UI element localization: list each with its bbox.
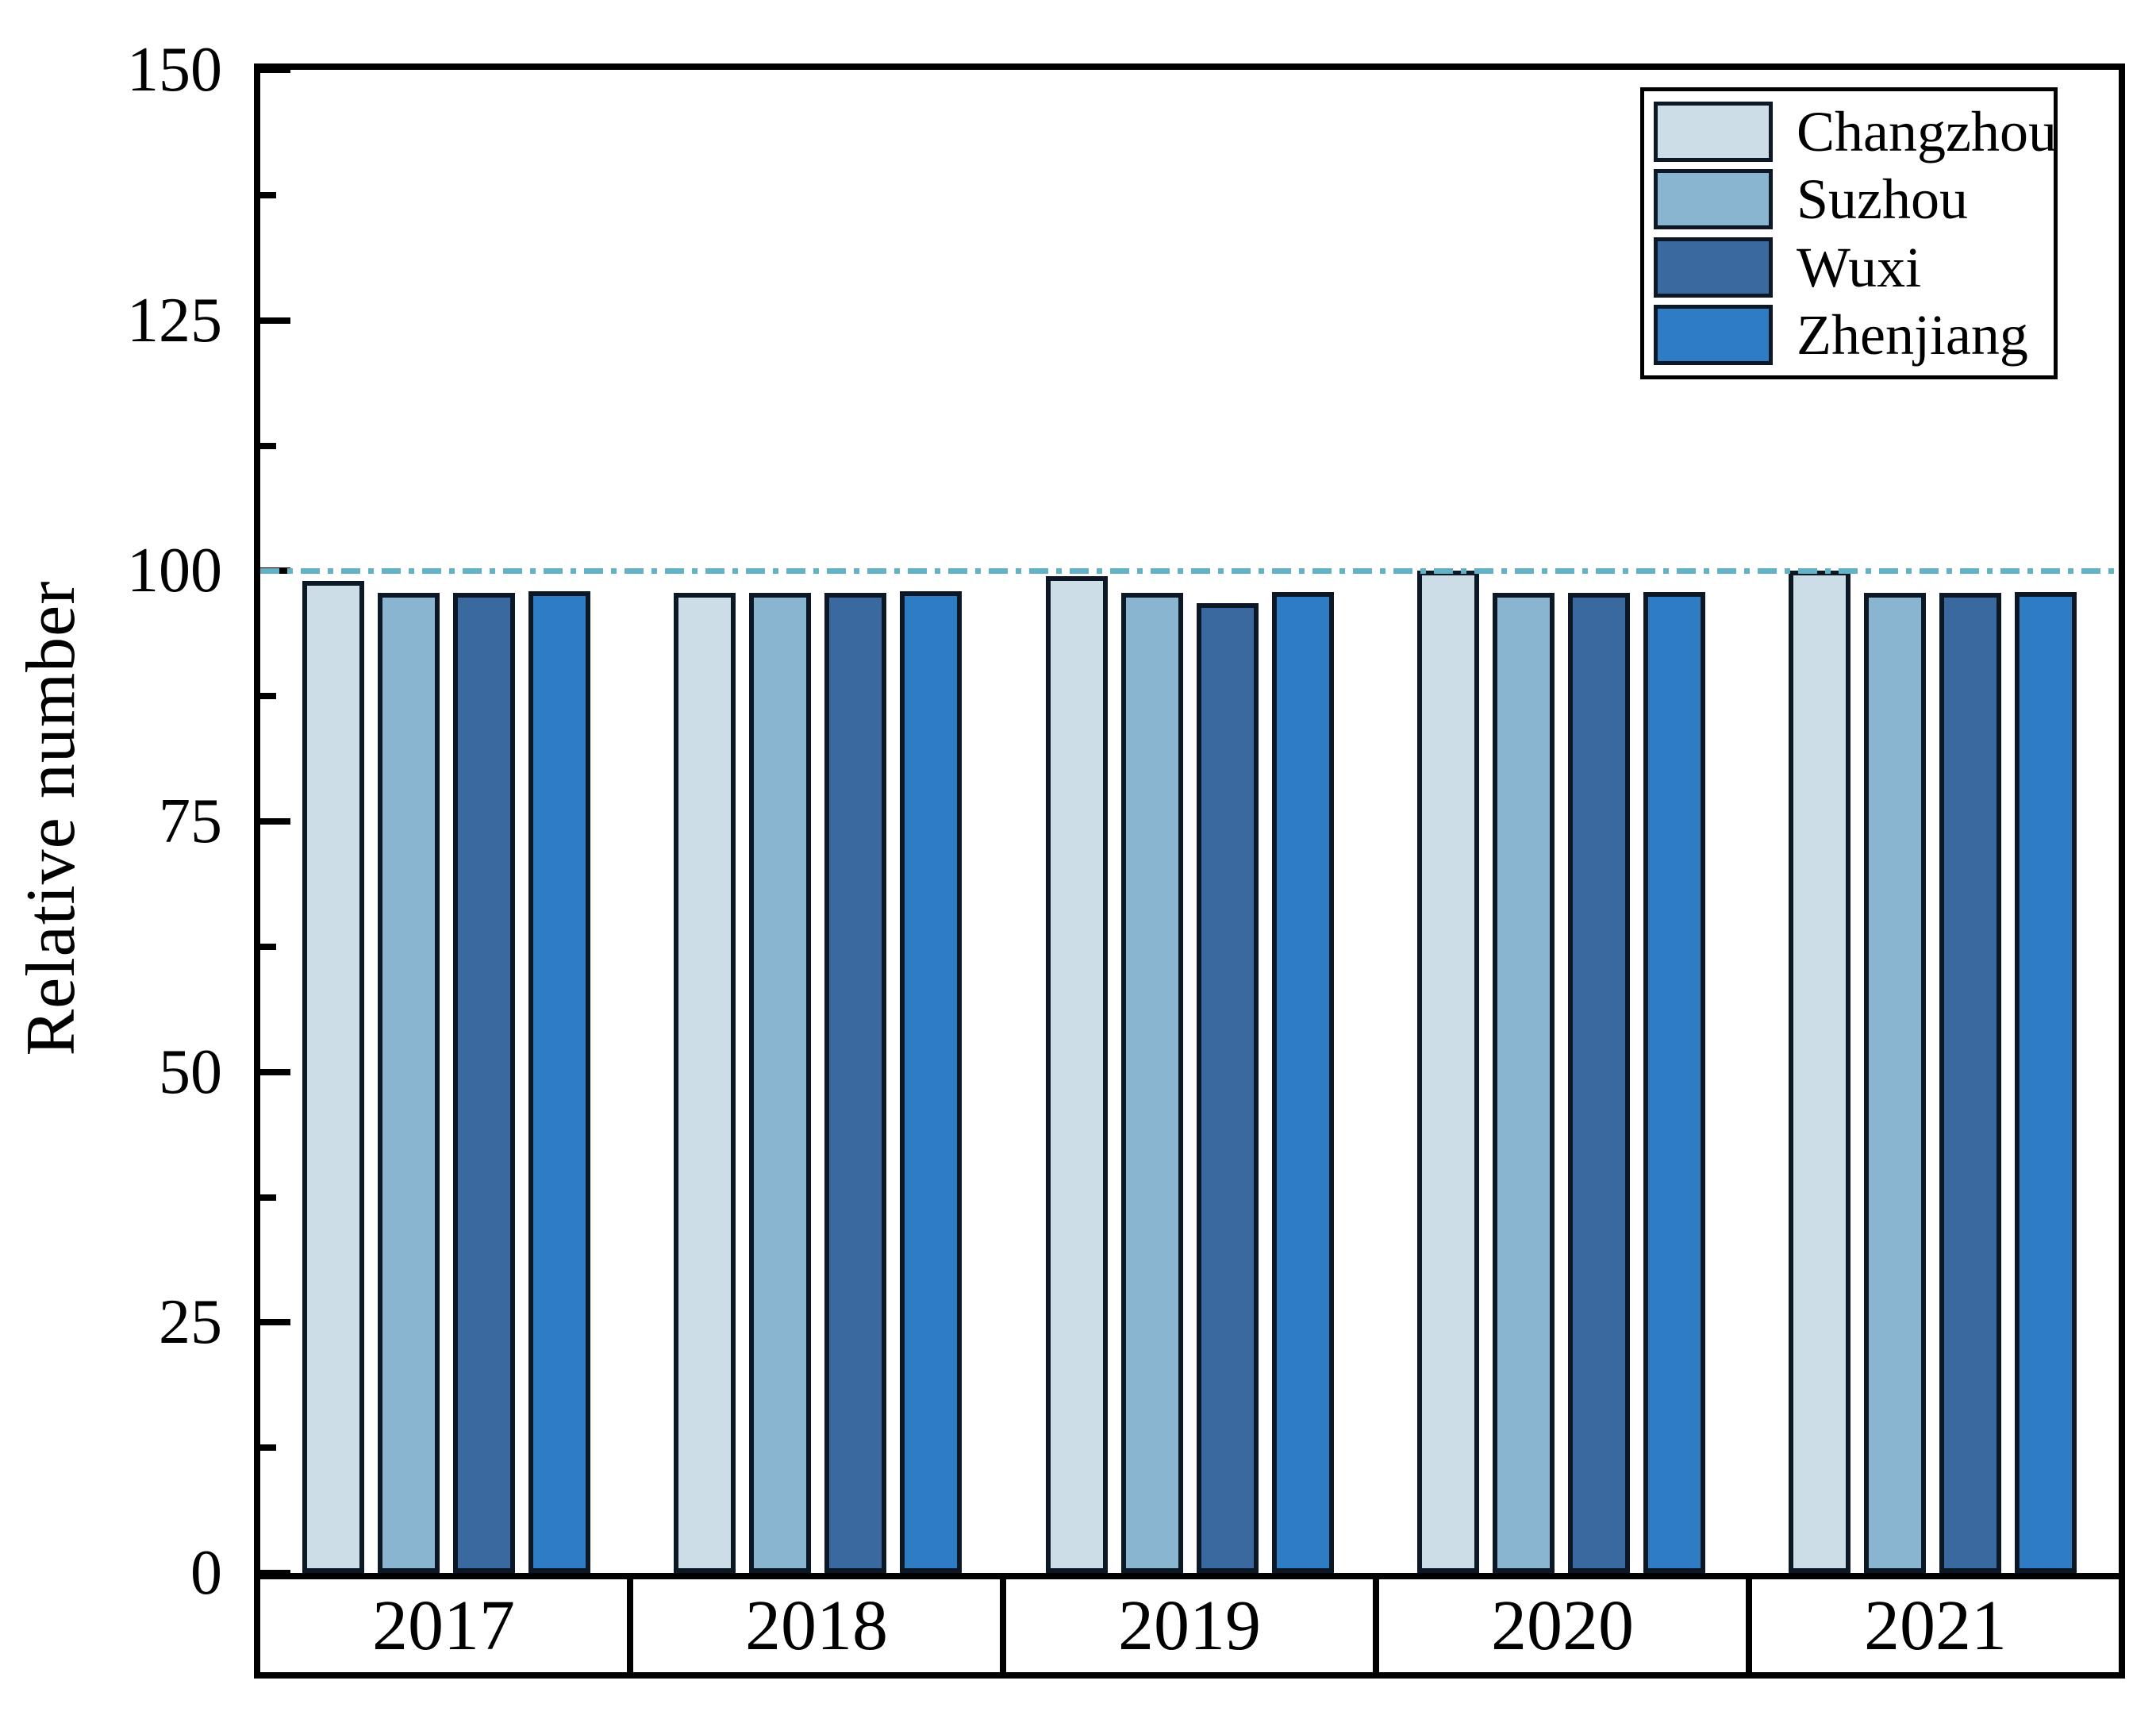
bar-wuxi-2019 xyxy=(1196,602,1259,1573)
y-tick-label: 25 xyxy=(159,1287,222,1358)
y-tick-label: 125 xyxy=(127,285,222,356)
bar-suzhou-2019 xyxy=(1120,593,1183,1573)
y-tick-label: 75 xyxy=(159,786,222,856)
legend-swatch-changzhou xyxy=(1654,101,1773,162)
bar-suzhou-2018 xyxy=(749,593,812,1573)
bar-changzhou-2020 xyxy=(1416,571,1479,1573)
legend-swatch-wuxi xyxy=(1654,237,1773,298)
bar-changzhou-2021 xyxy=(1789,571,1851,1573)
x-axis-year-boxes: 2017 2018 2019 2020 2021 xyxy=(254,1573,2125,1679)
legend-label: Zhenjiang xyxy=(1797,303,2028,367)
bar-zhenjiang-2018 xyxy=(900,590,963,1573)
x-category-label: 2017 xyxy=(372,1586,515,1665)
y-minor-tick xyxy=(260,1194,276,1201)
bar-wuxi-2021 xyxy=(1939,593,2002,1573)
x-category-cell-2019: 2019 xyxy=(1000,1579,1373,1672)
y-tick-label: 0 xyxy=(190,1538,222,1608)
bar-zhenjiang-2020 xyxy=(1643,591,1705,1573)
x-category-cell-2017: 2017 xyxy=(260,1579,627,1672)
bar-zhenjiang-2019 xyxy=(1271,591,1334,1573)
legend-swatch-suzhou xyxy=(1654,169,1773,230)
y-tick-label: 100 xyxy=(127,536,222,606)
bar-wuxi-2020 xyxy=(1567,593,1630,1573)
legend-row: Changzhou xyxy=(1654,99,2057,164)
y-minor-tick xyxy=(260,1444,276,1452)
y-major-tick xyxy=(260,818,290,825)
bar-changzhou-2019 xyxy=(1045,575,1108,1573)
legend-swatch-zhenjiang xyxy=(1654,305,1773,366)
y-minor-tick xyxy=(260,693,276,700)
x-category-label: 2020 xyxy=(1491,1586,1634,1665)
legend-row: Suzhou xyxy=(1654,167,2054,232)
legend-label: Suzhou xyxy=(1797,167,1968,232)
y-major-tick xyxy=(260,317,290,324)
y-minor-tick xyxy=(260,943,276,950)
x-category-cell-2020: 2020 xyxy=(1373,1579,1746,1672)
y-minor-tick xyxy=(260,442,276,449)
legend-label: Wuxi xyxy=(1797,235,1922,299)
bar-wuxi-2018 xyxy=(824,593,887,1573)
reference-line-100 xyxy=(260,568,2119,575)
legend-row: Wuxi xyxy=(1654,235,2054,300)
y-tick-label: 50 xyxy=(159,1036,222,1107)
y-minor-tick xyxy=(260,191,276,198)
bar-suzhou-2017 xyxy=(377,593,440,1573)
legend: Changzhou Suzhou Wuxi Zhenjiang xyxy=(1640,87,2058,379)
legend-label: Changzhou xyxy=(1797,99,2057,163)
bar-suzhou-2021 xyxy=(1864,593,1927,1573)
bar-suzhou-2020 xyxy=(1492,593,1555,1573)
y-tick-label: 150 xyxy=(127,35,222,105)
y-major-tick xyxy=(260,1068,290,1075)
bar-changzhou-2017 xyxy=(302,580,364,1573)
plot-area: Changzhou Suzhou Wuxi Zhenjiang 0 25 50 75 1… xyxy=(127,38,2119,1605)
x-category-cell-2018: 2018 xyxy=(627,1579,1000,1672)
x-category-label: 2021 xyxy=(1864,1586,2007,1665)
bar-changzhou-2018 xyxy=(674,593,736,1573)
bar-zhenjiang-2021 xyxy=(2015,591,2077,1573)
bar-wuxi-2017 xyxy=(452,593,515,1573)
y-major-tick xyxy=(260,1319,290,1326)
legend-row: Zhenjiang xyxy=(1654,302,2054,367)
bar-zhenjiang-2017 xyxy=(528,590,590,1573)
x-category-label: 2018 xyxy=(745,1586,888,1665)
x-category-label: 2019 xyxy=(1118,1586,1261,1665)
y-major-tick xyxy=(260,67,290,73)
x-category-cell-2021: 2021 xyxy=(1746,1579,2119,1672)
